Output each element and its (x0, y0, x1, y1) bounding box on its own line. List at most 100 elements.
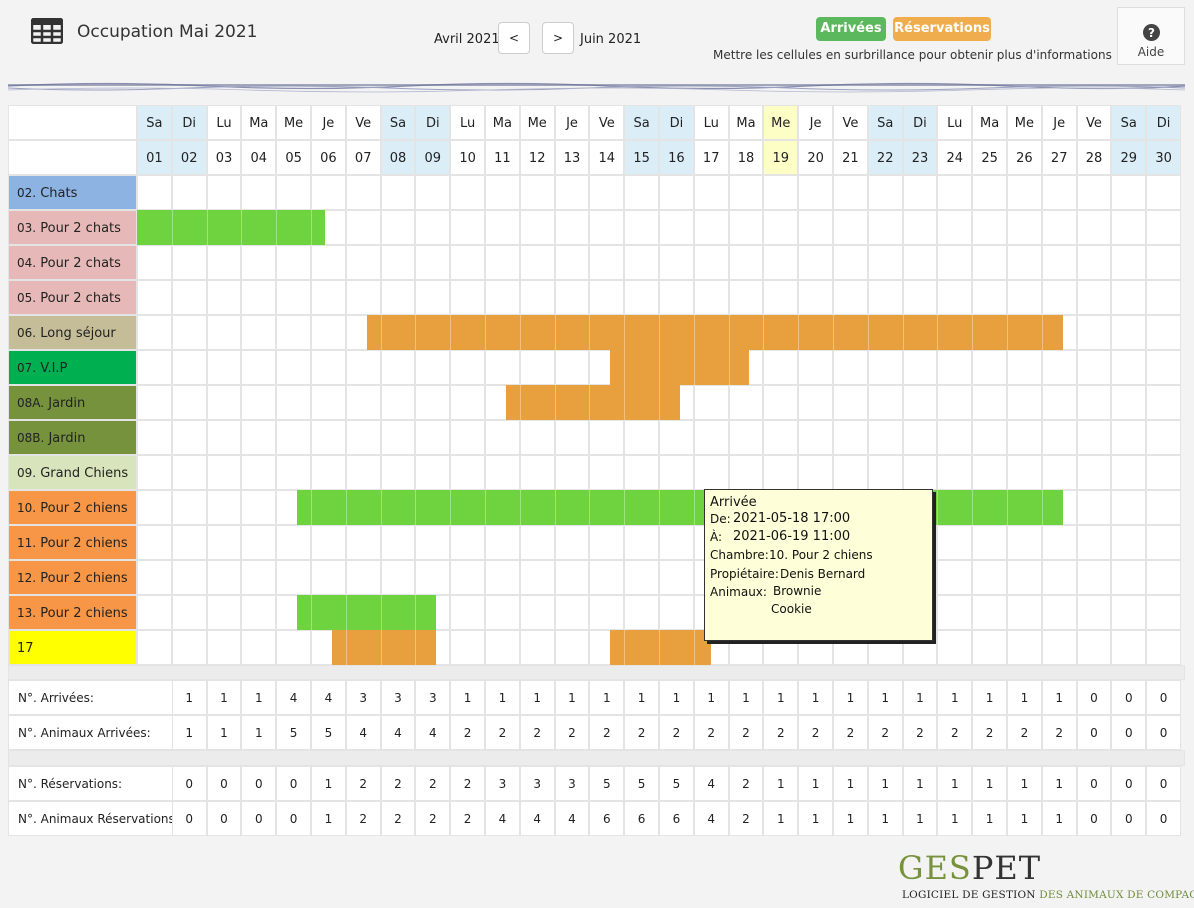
occupancy-cell[interactable] (276, 525, 311, 560)
occupancy-cell[interactable] (519, 280, 555, 315)
occupancy-cell[interactable] (1041, 420, 1077, 455)
occupancy-cell[interactable] (171, 455, 207, 490)
occupancy-cell[interactable] (241, 455, 277, 490)
occupancy-cell[interactable] (380, 455, 416, 490)
occupancy-cell[interactable] (276, 560, 311, 595)
occupancy-cell[interactable] (137, 175, 172, 210)
occupancy-cell[interactable] (902, 350, 938, 385)
occupancy-cell[interactable] (311, 175, 346, 210)
occupancy-cell[interactable] (624, 420, 659, 455)
occupancy-cell[interactable] (1007, 420, 1042, 455)
occupancy-cell[interactable] (902, 245, 938, 280)
occupancy-cell[interactable] (206, 175, 242, 210)
occupancy-cell[interactable] (833, 245, 868, 280)
occupancy-cell[interactable] (1041, 245, 1077, 280)
occupancy-cell[interactable] (241, 280, 277, 315)
occupancy-cell[interactable] (937, 525, 973, 560)
occupancy-cell[interactable] (519, 210, 555, 245)
occupancy-cell[interactable] (763, 455, 799, 490)
occupancy-cell[interactable] (589, 245, 625, 280)
occupancy-cell[interactable] (554, 455, 590, 490)
occupancy-cell[interactable] (902, 455, 938, 490)
occupancy-cell[interactable] (624, 175, 659, 210)
occupancy-cell[interactable] (137, 490, 172, 525)
occupancy-cell[interactable] (485, 560, 520, 595)
occupancy-cell[interactable] (624, 455, 659, 490)
occupancy-cell[interactable] (450, 525, 485, 560)
room-label[interactable]: 13. Pour 2 chiens (8, 595, 137, 630)
occupancy-cell[interactable] (728, 420, 764, 455)
occupancy-cell[interactable] (763, 350, 799, 385)
occupancy-cell[interactable] (867, 280, 903, 315)
occupancy-cell[interactable] (345, 455, 381, 490)
occupancy-cell[interactable] (241, 245, 277, 280)
occupancy-cell[interactable] (972, 595, 1007, 630)
occupancy-cell[interactable] (311, 385, 346, 420)
occupancy-cell[interactable] (833, 175, 868, 210)
occupancy-cell[interactable] (171, 385, 207, 420)
occupancy-cell[interactable] (206, 245, 242, 280)
occupancy-cell[interactable] (206, 385, 242, 420)
occupancy-cell[interactable] (380, 245, 416, 280)
occupancy-cell[interactable] (241, 595, 277, 630)
occupancy-cell[interactable] (554, 525, 590, 560)
occupancy-cell[interactable] (450, 595, 485, 630)
room-label[interactable]: 09. Grand Chiens (8, 455, 137, 490)
occupancy-cell[interactable] (1076, 245, 1112, 280)
occupancy-cell[interactable] (972, 630, 1007, 665)
occupancy-cell[interactable] (311, 280, 346, 315)
occupancy-cell[interactable] (137, 385, 172, 420)
occupancy-cell[interactable] (450, 560, 485, 595)
occupancy-cell[interactable] (589, 420, 625, 455)
occupancy-cell[interactable] (1146, 175, 1181, 210)
occupancy-cell[interactable] (276, 175, 311, 210)
occupancy-cell[interactable] (276, 350, 311, 385)
reservation-booking-bar[interactable] (610, 630, 712, 665)
occupancy-cell[interactable] (728, 385, 764, 420)
occupancy-cell[interactable] (171, 280, 207, 315)
occupancy-cell[interactable] (1076, 525, 1112, 560)
occupancy-cell[interactable] (554, 245, 590, 280)
occupancy-cell[interactable] (972, 525, 1007, 560)
occupancy-cell[interactable] (1041, 175, 1077, 210)
occupancy-cell[interactable] (345, 525, 381, 560)
occupancy-cell[interactable] (1007, 175, 1042, 210)
occupancy-cell[interactable] (1041, 630, 1077, 665)
occupancy-cell[interactable] (171, 420, 207, 455)
occupancy-cell[interactable] (137, 315, 172, 350)
occupancy-cell[interactable] (1007, 280, 1042, 315)
occupancy-cell[interactable] (972, 420, 1007, 455)
occupancy-cell[interactable] (380, 280, 416, 315)
occupancy-cell[interactable] (589, 525, 625, 560)
occupancy-cell[interactable] (659, 175, 694, 210)
occupancy-cell[interactable] (867, 420, 903, 455)
occupancy-cell[interactable] (937, 280, 973, 315)
occupancy-cell[interactable] (589, 455, 625, 490)
occupancy-cell[interactable] (241, 175, 277, 210)
reservation-booking-bar[interactable] (505, 385, 680, 420)
occupancy-cell[interactable] (276, 630, 311, 665)
occupancy-cell[interactable] (1041, 595, 1077, 630)
occupancy-cell[interactable] (763, 280, 799, 315)
occupancy-cell[interactable] (1146, 595, 1181, 630)
occupancy-cell[interactable] (693, 455, 729, 490)
occupancy-cell[interactable] (972, 350, 1007, 385)
occupancy-cell[interactable] (450, 630, 485, 665)
occupancy-cell[interactable] (206, 595, 242, 630)
occupancy-cell[interactable] (972, 210, 1007, 245)
occupancy-cell[interactable] (659, 420, 694, 455)
occupancy-cell[interactable] (171, 595, 207, 630)
occupancy-cell[interactable] (276, 420, 311, 455)
occupancy-cell[interactable] (693, 420, 729, 455)
room-label[interactable]: 08A. Jardin (8, 385, 137, 420)
occupancy-cell[interactable] (415, 350, 451, 385)
occupancy-cell[interactable] (867, 175, 903, 210)
occupancy-cell[interactable] (1076, 630, 1112, 665)
occupancy-cell[interactable] (206, 420, 242, 455)
occupancy-cell[interactable] (1146, 630, 1181, 665)
occupancy-cell[interactable] (485, 420, 520, 455)
prev-month-button[interactable]: < (498, 22, 530, 54)
occupancy-cell[interactable] (1146, 315, 1181, 350)
occupancy-cell[interactable] (763, 245, 799, 280)
reservation-booking-bar[interactable] (610, 350, 750, 385)
